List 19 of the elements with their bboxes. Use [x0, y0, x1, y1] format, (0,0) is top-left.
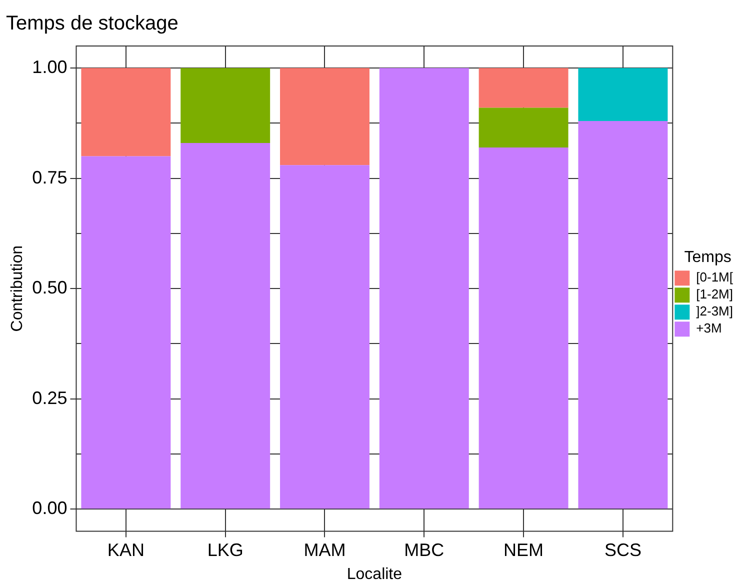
legend-label: ]2-3M]	[696, 304, 733, 319]
x-tick-label: SCS	[604, 540, 642, 560]
x-tick-label: KAN	[107, 540, 144, 560]
y-tick-label: 1.00	[32, 57, 68, 78]
legend-title: Temps	[684, 248, 732, 266]
x-tick-label: LKG	[207, 540, 244, 560]
y-tick-label: 0.75	[32, 167, 68, 188]
x-axis-title: Localite	[346, 566, 402, 583]
legend-label: +3M	[696, 320, 722, 336]
y-tick-label: 0.00	[32, 498, 68, 518]
y-tick-label: 0.50	[32, 278, 68, 298]
x-tick-label: MAM	[304, 540, 346, 560]
x-tick-label: MBC	[404, 540, 444, 560]
x-tick-label: NEM	[504, 540, 544, 560]
legend-label: [1-2M]	[696, 286, 733, 302]
legend-label: [0-1M[	[696, 270, 734, 285]
y-axis-title: Contribution	[9, 245, 26, 332]
y-tick-label: 0.25	[32, 388, 68, 408]
chart-title: Temps de stockage	[6, 12, 178, 35]
